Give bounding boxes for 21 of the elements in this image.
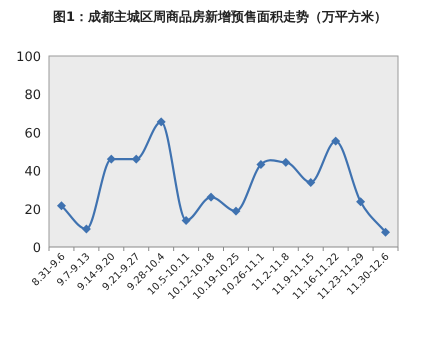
point [182,216,191,225]
point [306,178,316,187]
y-tick-label: 40 [24,164,41,180]
point [256,160,266,169]
point [281,158,290,167]
point [82,224,91,234]
y-tick-label: 100 [16,50,41,65]
y-tick-label: 0 [32,241,41,256]
point [356,197,366,206]
point [231,206,240,216]
point [56,201,66,210]
y-tick-label: 80 [24,88,41,104]
y-tick-label: 20 [24,202,41,218]
point [331,136,340,146]
point [132,154,141,164]
chart-title: 图1：成都主城区周商品房新增预售面积走势（万平方米） [52,9,388,25]
point [206,192,216,202]
y-tick-label: 60 [24,126,41,142]
point [106,154,116,164]
point [156,117,166,126]
point [381,228,390,237]
